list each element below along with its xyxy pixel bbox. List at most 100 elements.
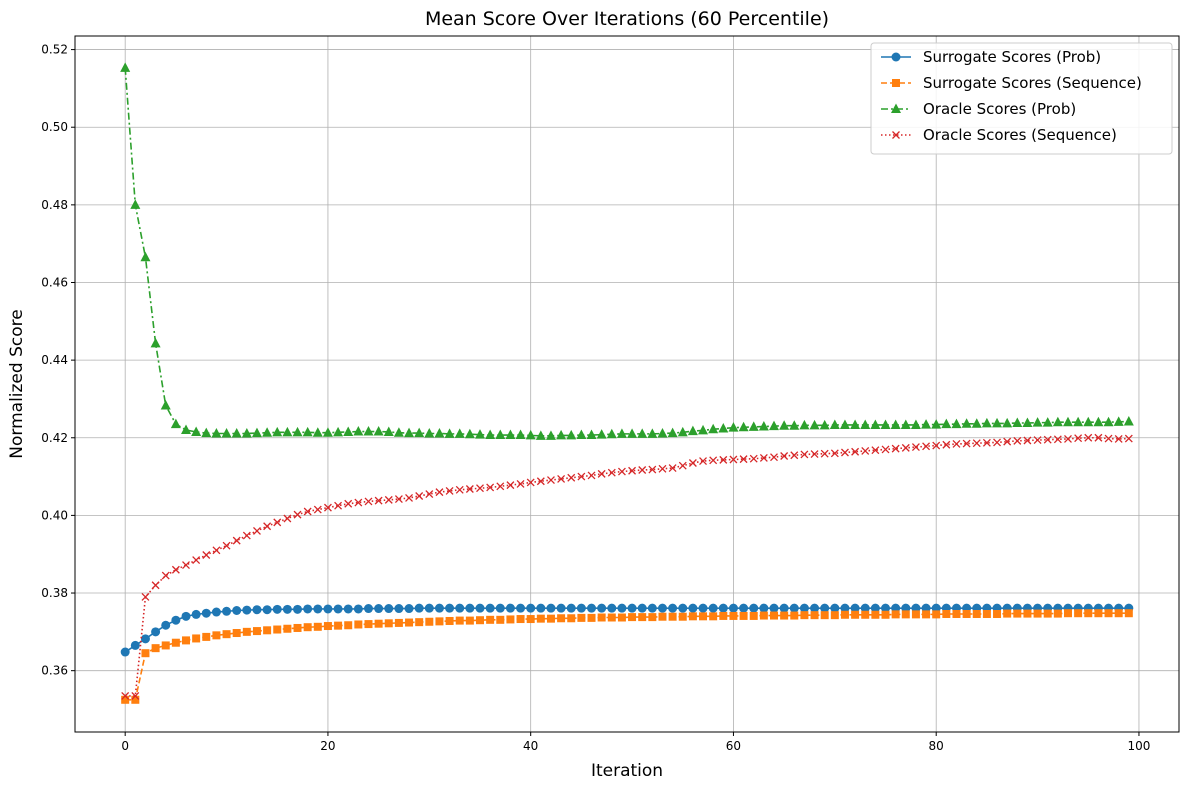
data-point <box>323 622 332 631</box>
data-point <box>506 615 515 624</box>
data-point <box>222 606 232 616</box>
data-point <box>556 429 567 440</box>
data-point <box>212 546 221 555</box>
data-point <box>384 495 393 504</box>
data-point <box>719 455 728 464</box>
legend-item: Oracle Scores (Sequence) <box>881 126 1117 144</box>
data-point <box>648 465 657 474</box>
data-point <box>962 439 971 448</box>
data-point <box>192 556 201 564</box>
data-point <box>212 631 221 640</box>
data-point <box>688 603 698 613</box>
data-point <box>343 426 354 436</box>
data-point <box>515 429 526 440</box>
data-point <box>587 603 597 613</box>
data-point <box>698 603 708 613</box>
data-point <box>1114 609 1123 618</box>
data-point <box>393 427 404 437</box>
data-point <box>273 625 282 634</box>
data-point <box>1033 609 1042 618</box>
data-point <box>516 479 525 488</box>
data-point <box>708 423 719 434</box>
data-point <box>434 603 444 613</box>
data-point <box>496 482 505 491</box>
data-point <box>486 483 495 492</box>
data-point <box>810 450 819 459</box>
data-point <box>394 604 404 614</box>
data-point <box>171 615 181 625</box>
data-point <box>405 493 413 502</box>
data-point <box>151 644 160 653</box>
data-point <box>1003 437 1012 446</box>
data-point <box>981 417 992 428</box>
data-point <box>597 469 606 478</box>
data-point <box>1084 433 1093 442</box>
data-point <box>850 603 860 613</box>
legend-label: Surrogate Scores (Prob) <box>923 48 1101 66</box>
data-point <box>506 481 515 490</box>
data-point <box>840 610 849 619</box>
data-point <box>556 603 566 613</box>
data-point <box>617 613 626 622</box>
grid <box>75 36 1179 732</box>
data-point <box>911 610 920 619</box>
data-point <box>293 510 302 519</box>
x-tick-label: 40 <box>523 739 538 753</box>
data-point <box>982 438 991 447</box>
data-point <box>516 615 525 624</box>
data-point <box>1124 609 1133 618</box>
data-point <box>323 503 332 512</box>
data-point <box>475 603 485 613</box>
data-point <box>830 611 839 620</box>
data-point <box>769 603 779 613</box>
data-point <box>1023 609 1032 618</box>
data-point <box>922 610 931 619</box>
data-point <box>1052 416 1063 427</box>
data-point <box>810 603 820 613</box>
y-tick-label: 0.42 <box>41 431 68 445</box>
y-tick-label: 0.48 <box>41 198 68 212</box>
data-point <box>942 440 951 449</box>
data-point <box>364 620 373 629</box>
data-point <box>738 421 749 432</box>
data-point <box>758 421 769 431</box>
data-point <box>211 427 222 438</box>
data-point <box>941 418 952 429</box>
data-point <box>181 424 192 434</box>
data-point <box>637 603 647 613</box>
data-point <box>444 428 455 438</box>
data-point <box>476 484 484 493</box>
data-point <box>658 612 667 621</box>
data-point <box>942 609 951 618</box>
data-point <box>810 611 819 620</box>
data-point <box>435 617 444 626</box>
data-point <box>232 629 241 638</box>
legend-item: Surrogate Scores (Prob) <box>881 48 1101 66</box>
data-point <box>303 507 312 516</box>
data-point <box>951 418 962 429</box>
legend-label: Oracle Scores (Prob) <box>923 100 1076 118</box>
data-point <box>170 418 181 429</box>
series-oracle-scores-prob <box>120 62 1134 440</box>
data-point <box>759 453 768 462</box>
data-point <box>870 603 880 613</box>
data-point <box>1103 416 1114 427</box>
data-point <box>354 620 363 629</box>
data-point <box>627 603 637 613</box>
data-point <box>182 561 190 570</box>
data-point <box>283 514 292 523</box>
data-point <box>192 634 201 643</box>
data-point <box>505 429 516 440</box>
data-point <box>445 603 455 613</box>
data-point <box>161 641 170 650</box>
data-point <box>141 649 150 658</box>
data-point <box>820 611 829 620</box>
data-point <box>130 199 141 209</box>
y-tick-label: 0.50 <box>41 120 68 134</box>
data-point <box>454 428 465 438</box>
data-point <box>455 603 465 613</box>
data-point <box>1093 416 1104 427</box>
data-point <box>901 610 910 619</box>
data-point <box>638 613 647 622</box>
data-point <box>749 603 759 613</box>
